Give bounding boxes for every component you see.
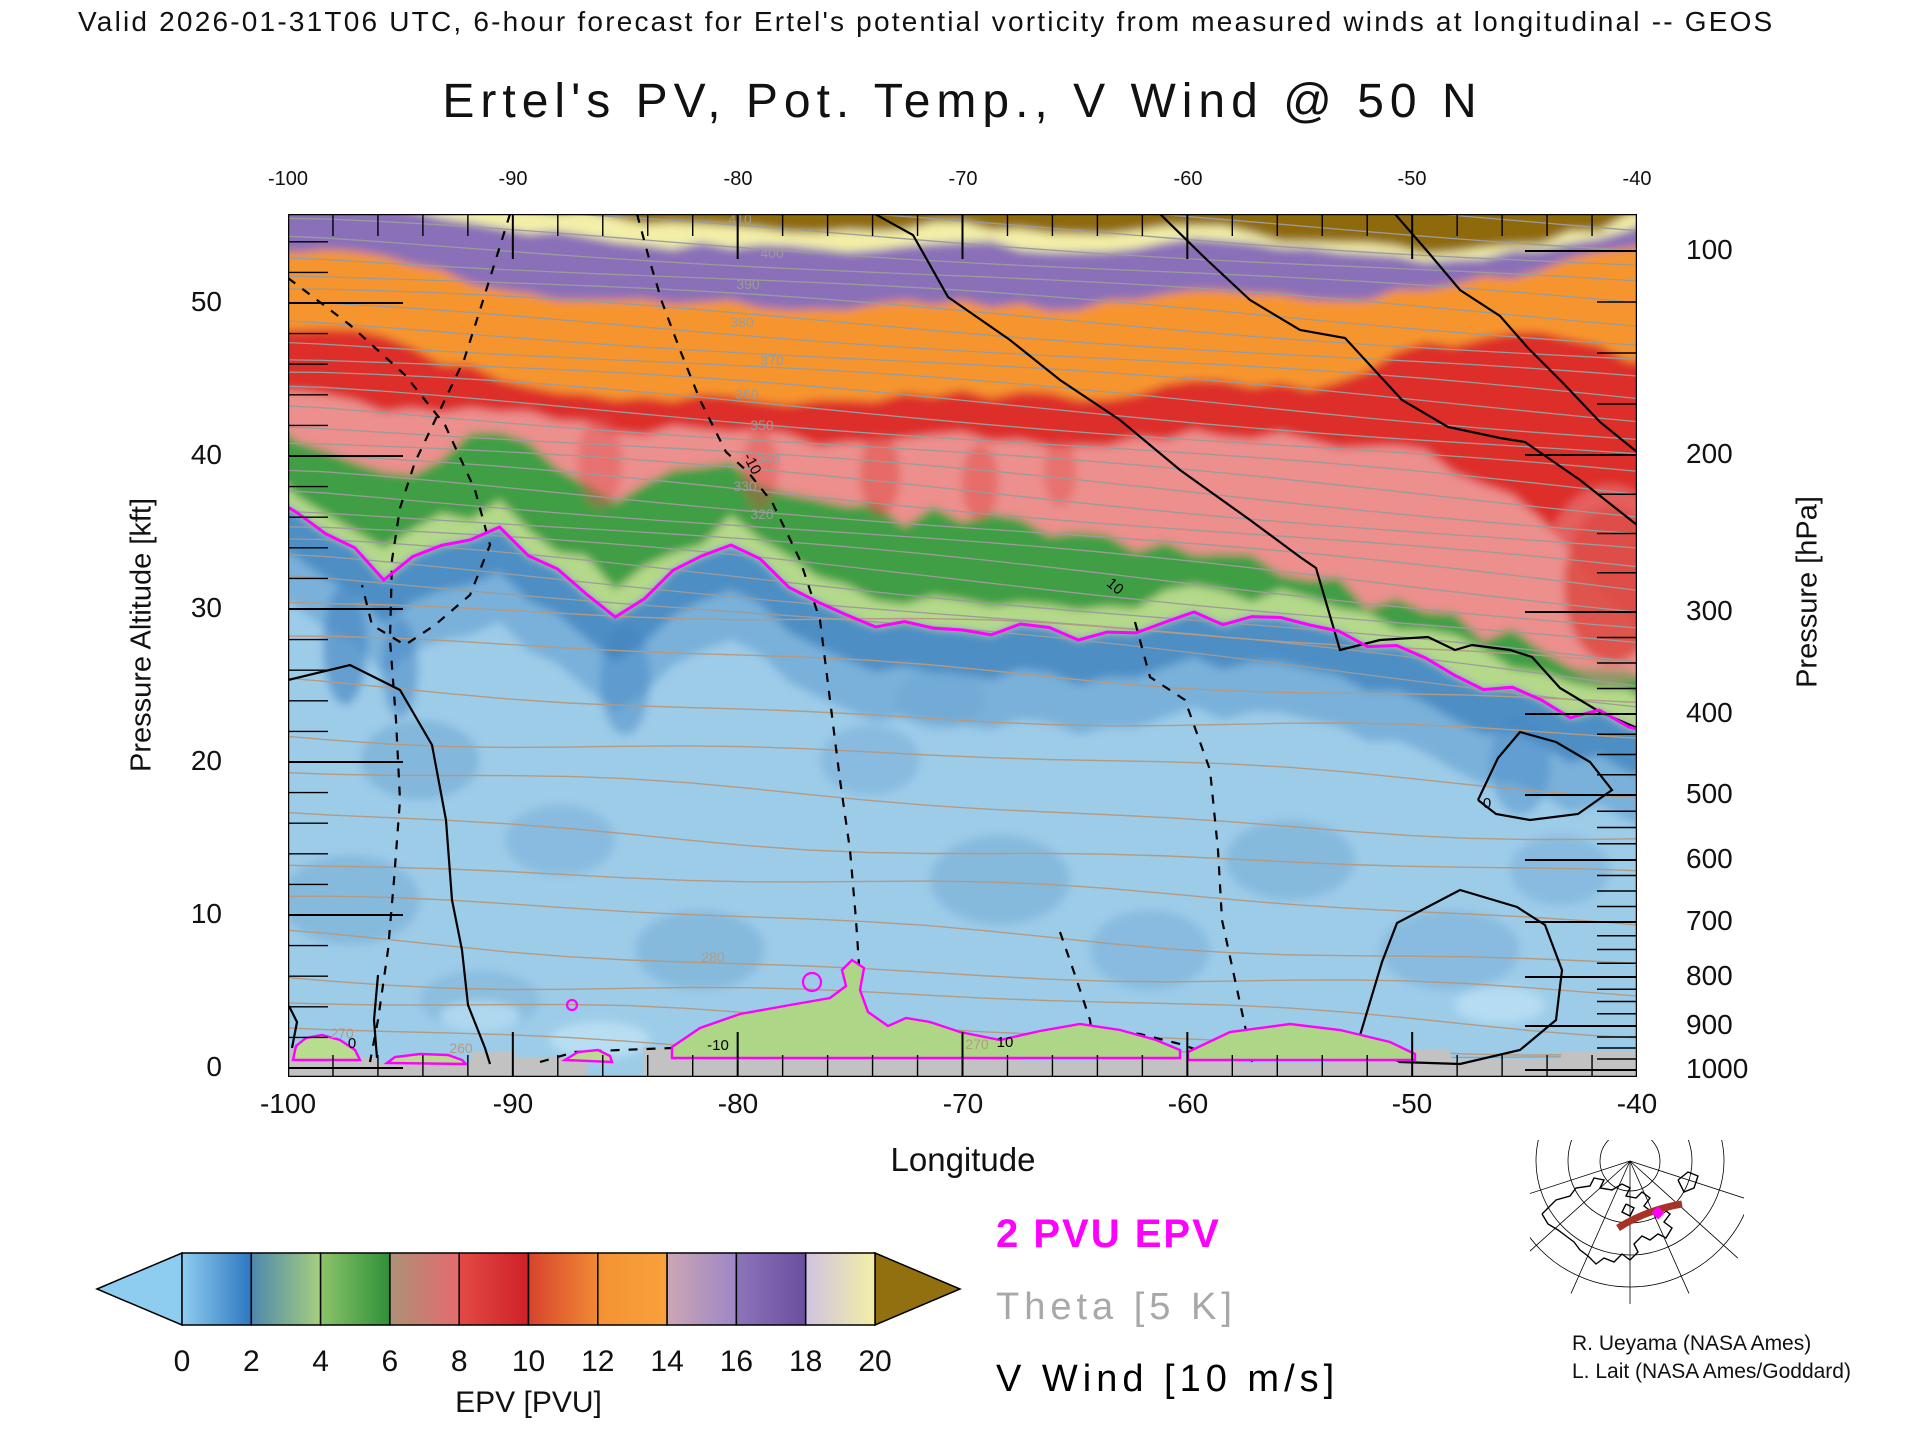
y-right-tick-800: 800 [1686,960,1733,991]
svg-text:0: 0 [348,1035,356,1052]
svg-text:350: 350 [750,417,774,433]
colorbar-right-arrow [874,1251,962,1327]
svg-text:6: 6 [382,1345,399,1378]
y-right-tick-900: 900 [1686,1009,1733,1040]
svg-text:0: 0 [1483,795,1491,812]
legend-theta: Theta [5 K] [996,1286,1237,1328]
y-right-tick-100: 100 [1686,234,1733,265]
x-tick--40: -40 [1616,1088,1658,1119]
x-top-tick--100: -100 [267,168,309,190]
y-right-tick-400: 400 [1686,697,1733,728]
y-left-tick-40: 40 [190,439,222,470]
svg-text:360: 360 [735,386,759,402]
svg-text:20: 20 [858,1345,891,1378]
y-left-tick-20: 20 [190,745,222,776]
svg-text:400: 400 [760,245,784,261]
svg-text:380: 380 [730,314,754,330]
2pvu-line [288,505,1637,731]
svg-text:280: 280 [701,949,725,965]
coastline [1541,1177,1673,1265]
y-left-tick-50: 50 [190,286,222,317]
svg-text:14: 14 [650,1345,683,1378]
y-right-tick-1000: 1000 [1686,1053,1749,1084]
svg-text:0: 0 [174,1345,191,1378]
transect-marker [1651,1206,1665,1220]
svg-text:16: 16 [720,1345,753,1378]
svg-text:410: 410 [728,214,752,227]
x-tick--70: -70 [942,1088,984,1119]
svg-text:390: 390 [736,276,760,292]
svg-text:10: 10 [997,1034,1014,1051]
svg-text:8: 8 [451,1345,468,1378]
credit-line-2: L. Lait (NASA Ames/Goddard) [1572,1360,1851,1383]
y-right-tick-200: 200 [1686,438,1733,469]
svg-text:12: 12 [581,1345,614,1378]
x-tick--100: -100 [259,1088,317,1119]
svg-text:2: 2 [243,1345,260,1378]
svg-text:340: 340 [756,450,780,466]
x-top-tick--80: -80 [723,168,753,190]
left-axis-title: Pressure Altitude [kft] [125,497,158,773]
svg-text:4: 4 [312,1345,329,1378]
svg-text:-10: -10 [707,1037,729,1054]
legend-2pvu-epv: 2 PVU EPV [996,1212,1221,1256]
epv-colorbar: 0 2 4 6 8 10 12 14 16 18 20 EPV [PVU] [95,1251,962,1419]
right-axis-title: Pressure [hPa] [1791,496,1824,688]
coastline [1677,1171,1699,1193]
y-right-tick-700: 700 [1686,905,1733,936]
transect-50n [1616,1200,1683,1231]
y-right-tick-500: 500 [1686,778,1733,809]
svg-text:330: 330 [733,478,757,494]
x-tick--90: -90 [492,1088,534,1119]
x-top-tick--70: -70 [948,168,978,190]
page-title: Ertel's PV, Pot. Temp., V Wind @ 50 N [442,75,1483,128]
x-top-tick--60: -60 [1173,168,1203,190]
epv-filled-contours [288,214,1637,1077]
x-axis-title: Longitude [890,1141,1036,1178]
colorbar-title: EPV [PVU] [455,1386,602,1419]
y-right-tick-600: 600 [1686,843,1733,874]
y-left-tick-10: 10 [190,898,222,929]
x-tick--50: -50 [1391,1088,1433,1119]
svg-text:260: 260 [449,1040,473,1056]
validity-header: Valid 2026-01-31T06 UTC, 6-hour forecast… [78,6,1775,37]
y-right-tick-300: 300 [1686,595,1733,626]
x-top-tick--40: -40 [1622,168,1652,190]
location-map-inset [1530,1140,1744,1304]
x-tick--60: -60 [1167,1088,1209,1119]
svg-text:270: 270 [330,1025,354,1041]
colorbar-left-arrow [95,1251,183,1327]
credits: R. Ueyama (NASA Ames) L. Lait (NASA Ames… [1572,1330,1851,1386]
y-left-tick-30: 30 [190,592,222,623]
svg-text:370: 370 [760,352,784,368]
credit-line-1: R. Ueyama (NASA Ames) [1572,1332,1812,1355]
legend-v-wind: V Wind [10 m/s] [996,1358,1340,1400]
coastline [1621,1203,1635,1217]
x-top-tick--90: -90 [498,168,528,190]
svg-text:18: 18 [789,1345,822,1378]
svg-text:270: 270 [965,1036,989,1052]
svg-text:320: 320 [750,506,774,522]
svg-text:10: 10 [512,1345,545,1378]
x-top-tick--50: -50 [1397,168,1427,190]
y-left-tick-0: 0 [206,1051,222,1082]
x-tick--80: -80 [717,1088,759,1119]
